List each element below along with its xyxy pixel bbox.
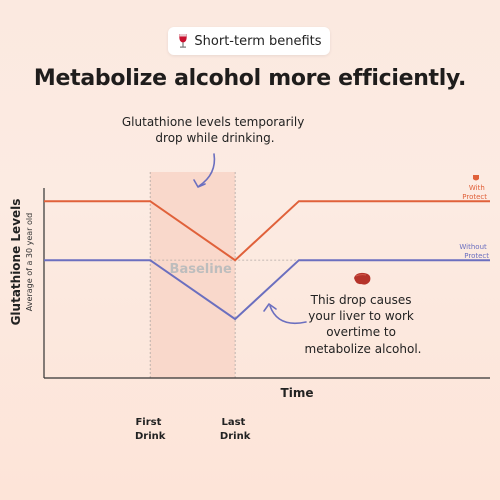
- x-tick-first-line-2: Drink: [135, 431, 166, 442]
- legend-without-line-1: Without: [459, 243, 487, 251]
- wine-glass-icon: [179, 34, 188, 48]
- legend-with-line-1: With: [469, 184, 485, 192]
- annotation-bottom: This drop causes your liver to work over…: [305, 293, 422, 356]
- legend-without-protect: Without Protect: [459, 243, 489, 260]
- y-axis-label: Glutathione Levels: [9, 199, 23, 326]
- annotation-bottom-arrowhead: [263, 303, 277, 312]
- short-term-benefits-badge: Short-term benefits: [168, 27, 330, 55]
- x-tick-last-line-1: Last: [221, 417, 245, 428]
- drinking-period-band: [150, 172, 236, 378]
- annotation-top: Glutathione levels temporarily drop whil…: [122, 115, 308, 145]
- x-tick-last-line-2: Drink: [220, 431, 251, 442]
- y-axis-sublabel: Average of a 30 year old: [25, 213, 34, 311]
- annotation-top-arrow: [198, 153, 216, 187]
- shield-icon: [473, 175, 479, 181]
- annotation-bottom-arrow: [269, 305, 307, 325]
- annotation-top-arrowhead: [193, 179, 206, 188]
- annotation-bottom-line-4: metabolize alcohol.: [305, 342, 422, 356]
- annotation-bottom-line-1: This drop causes: [310, 293, 412, 307]
- x-tick-last-drink: Last Drink: [220, 417, 251, 442]
- annotation-top-line-1: Glutathione levels temporarily: [122, 115, 304, 129]
- legend-with-line-2: Protect: [462, 193, 487, 201]
- badge-label: Short-term benefits: [194, 33, 322, 49]
- liver-icon: [354, 272, 371, 285]
- x-tick-first-drink: First Drink: [135, 417, 166, 442]
- baseline-label: Baseline: [170, 262, 232, 277]
- annotation-bottom-line-3: overtime to: [326, 325, 396, 339]
- series-line-without-protect: [44, 259, 490, 321]
- svg-text:With Protect: With Protect: [462, 184, 487, 201]
- annotation-top-line-2: drop while drinking.: [155, 131, 274, 145]
- legend-with-protect: With Protect: [462, 175, 487, 201]
- headline: Metabolize alcohol more efficiently.: [33, 66, 467, 91]
- series-line-with-protect: [44, 200, 490, 262]
- annotation-bottom-line-2: your liver to work: [308, 309, 414, 323]
- legend-without-line-2: Protect: [464, 252, 489, 260]
- x-tick-first-line-1: First: [135, 417, 161, 428]
- svg-text:Without Protect: Without Protect: [459, 243, 489, 260]
- x-axis-label: Time: [281, 386, 314, 400]
